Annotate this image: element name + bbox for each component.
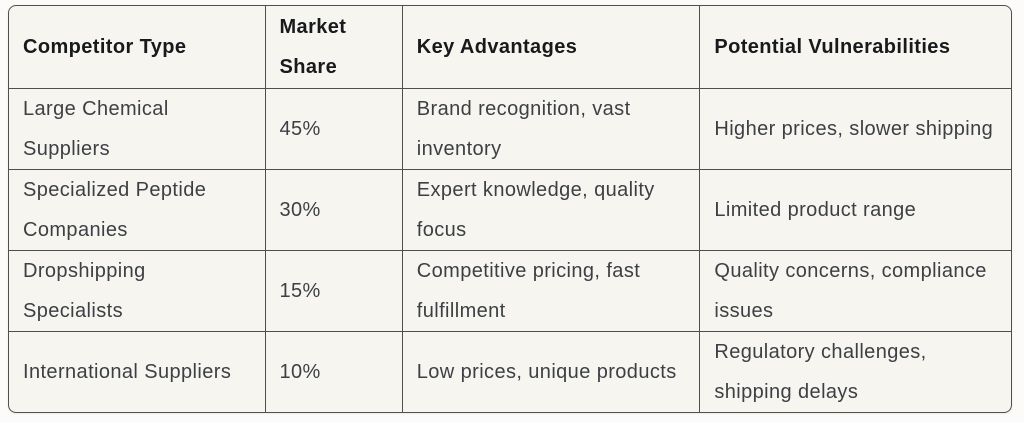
cell-market-share: 15% <box>265 251 403 332</box>
column-header-potential-vulnerabilities: Potential Vulnerabilities <box>700 6 1011 89</box>
competitor-analysis-table-card: Competitor Type Market Share Key Advanta… <box>8 5 1012 413</box>
column-header-market-share: Market Share <box>265 6 403 89</box>
table-row: Dropshipping Specialists 15% Competitive… <box>9 251 1011 332</box>
cell-market-share: 30% <box>265 170 403 251</box>
cell-key-advantages: Brand recognition, vast inventory <box>402 89 701 170</box>
header-row: Competitor Type Market Share Key Advanta… <box>9 6 1011 89</box>
cell-key-advantages: Expert knowledge, quality focus <box>402 170 701 251</box>
cell-potential-vulnerabilities: Higher prices, slower shipping <box>700 89 1011 170</box>
cell-market-share: 45% <box>265 89 403 170</box>
table-row: Specialized Peptide Companies 30% Expert… <box>9 170 1011 251</box>
cell-competitor-type: Large Chemical Suppliers <box>9 89 266 170</box>
table-row: International Suppliers 10% Low prices, … <box>9 332 1011 412</box>
competitor-analysis-table: Competitor Type Market Share Key Advanta… <box>9 6 1011 412</box>
cell-key-advantages: Competitive pricing, fast fulfillment <box>402 251 701 332</box>
cell-competitor-type: International Suppliers <box>9 332 266 412</box>
cell-market-share: 10% <box>266 332 403 412</box>
column-header-key-advantages: Key Advantages <box>402 6 701 89</box>
cell-competitor-type: Specialized Peptide Companies <box>9 170 266 251</box>
table-row: Large Chemical Suppliers 45% Brand recog… <box>9 89 1011 170</box>
cell-potential-vulnerabilities: Quality concerns, compliance issues <box>700 251 1011 332</box>
cell-competitor-type: Dropshipping Specialists <box>9 251 266 332</box>
column-header-competitor-type: Competitor Type <box>9 6 266 89</box>
cell-potential-vulnerabilities: Regulatory challenges, shipping delays <box>714 341 927 403</box>
cell-potential-vulnerabilities: Limited product range <box>700 170 1011 251</box>
cell-key-advantages: Low prices, unique products <box>403 332 701 412</box>
